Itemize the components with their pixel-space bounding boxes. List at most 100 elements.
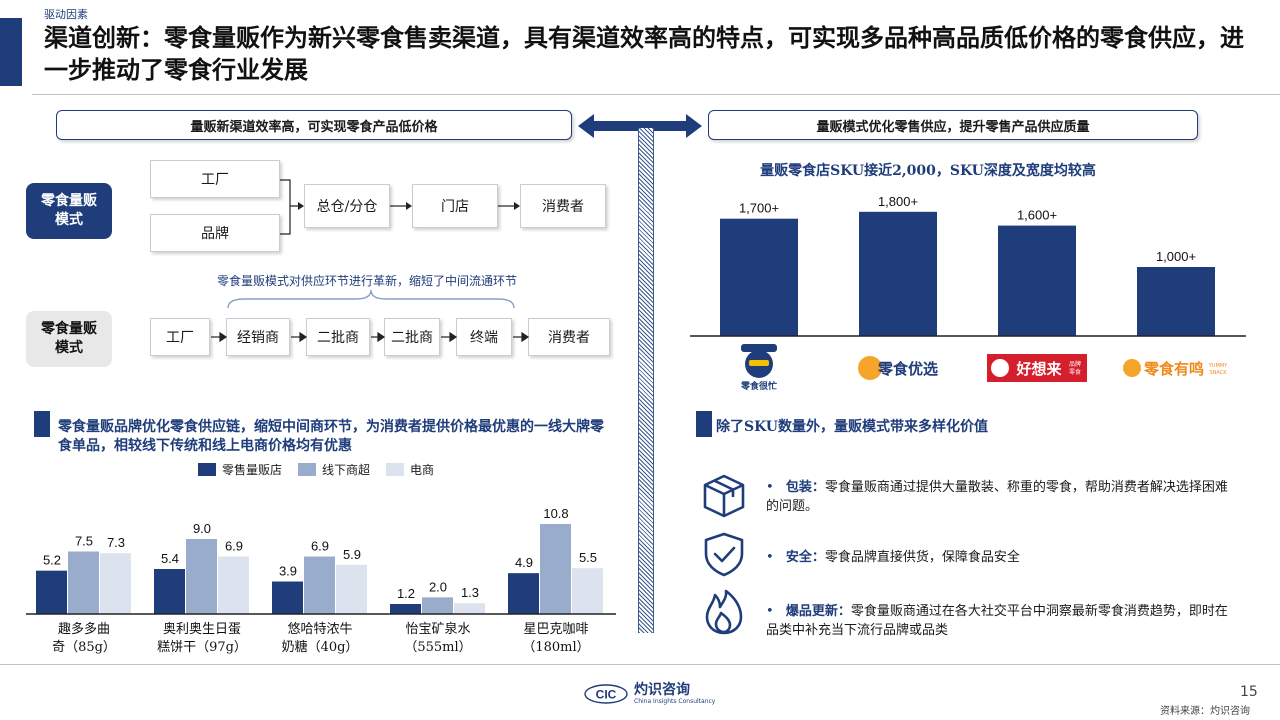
bullet: • xyxy=(766,480,774,495)
brand-logo-mascot xyxy=(858,356,882,380)
header-accent-bar xyxy=(0,18,22,86)
benefit-label: 安全： xyxy=(785,550,825,565)
brand-logo-mascot xyxy=(1123,359,1141,377)
brand-logo-name: 零食优选 xyxy=(877,360,938,378)
legend-swatch xyxy=(386,463,405,476)
double-arrow-icon xyxy=(578,114,702,138)
price-bar-label: 7.5 xyxy=(75,534,93,549)
price-category-label: 奥利奥生日蛋 xyxy=(163,622,241,637)
benefit-item: • 包装：零食量贩商通过提供大量散装、称重的零食，帮助消费者解决选择困难的问题。 xyxy=(766,478,1236,516)
page-number: 15 xyxy=(1240,684,1258,700)
trad-node-retail: 终端 xyxy=(456,318,512,356)
price-category-label: 糕饼干（97g） xyxy=(157,640,247,655)
legend-label: 线下商超 xyxy=(322,463,371,477)
price-bar-label: 3.9 xyxy=(279,564,297,579)
price-bar xyxy=(272,581,303,614)
benefit-label: 爆品更新： xyxy=(785,604,851,619)
price-bar-label: 6.9 xyxy=(225,539,243,554)
shield-check-icon xyxy=(704,532,744,577)
price-bar-label: 10.8 xyxy=(543,506,568,521)
brand-logo-name: 零食很忙 xyxy=(740,380,777,392)
benefit-text: 零食量贩商通过在各大社交平台中洞察最新零食消费趋势，即时在品类中补充当下流行品牌… xyxy=(766,604,1228,638)
sku-bar-label: 1,700+ xyxy=(739,201,779,216)
legend-label: 电商 xyxy=(410,463,435,477)
price-bar xyxy=(390,604,421,614)
legend-label: 零售量贩店 xyxy=(222,463,283,477)
price-bar xyxy=(68,551,99,614)
footer-logo-title: 灼识咨询 xyxy=(634,682,690,698)
price-bar xyxy=(454,603,485,614)
price-bar xyxy=(540,524,571,614)
right-panel-header: 量贩模式优化零售供应，提升零售产品供应质量 xyxy=(708,110,1198,140)
brand-logo-tag: 零食 xyxy=(1069,368,1081,376)
sku-bar xyxy=(998,225,1076,336)
price-category-label: 奶糖（40g） xyxy=(282,639,359,655)
price-bar xyxy=(508,573,539,614)
price-bar-label: 9.0 xyxy=(193,521,211,536)
legend-swatch xyxy=(198,463,216,476)
sku-bar-label: 1,800+ xyxy=(878,194,918,209)
flow-node-brand: 品牌 xyxy=(150,214,280,252)
price-category-label: 星巴克咖啡 xyxy=(523,622,588,637)
flow-connectors-new xyxy=(280,179,520,235)
price-category-label: 悠哈特浓牛 xyxy=(287,622,352,637)
center-divider xyxy=(638,128,654,633)
cic-logo-mark: CIC xyxy=(584,684,628,704)
footer-divider xyxy=(0,664,1280,665)
package-icon xyxy=(703,474,745,518)
sku-bar xyxy=(720,218,798,336)
bullet: • xyxy=(766,550,774,565)
price-bar xyxy=(304,556,335,614)
bullet: • xyxy=(766,604,774,619)
brand-logo-tag: 品牌 xyxy=(1069,360,1081,368)
flow-connectors-traditional xyxy=(211,331,530,343)
legend-swatch xyxy=(298,463,317,476)
price-category-label: （555ml） xyxy=(404,640,471,655)
page-title: 渠道创新：零食量贩作为新兴零食售卖渠道，具有渠道效率高的特点，可实现多品种高品质… xyxy=(44,24,1244,84)
price-bar xyxy=(154,569,185,614)
price-category-label: 奇（85g） xyxy=(52,639,116,655)
price-bar xyxy=(186,539,217,614)
price-bar-label: 4.9 xyxy=(515,555,533,570)
flow-note: 零食量贩模式对供应环节进行革新，缩短了中间流通环节 xyxy=(216,274,517,288)
brand-logo-name: 好想来 xyxy=(1015,360,1062,378)
price-bar xyxy=(36,570,67,614)
chart-legend: 零售量贩店 线下商超 电商 xyxy=(198,461,434,478)
footer-logo-subtitle: China Insights Consultancy xyxy=(634,698,716,705)
benefit-label: 包装： xyxy=(785,480,825,495)
sku-chart-title: 量贩零食店SKU接近2,000，SKU深度及宽度均较高 xyxy=(760,163,1096,179)
brand-logo-tag: SNACK xyxy=(1209,370,1227,376)
trad-node-consumer: 消费者 xyxy=(528,318,610,356)
brand-logo-hat xyxy=(741,344,777,352)
brand-logo-glasses xyxy=(749,360,769,366)
price-bar-label: 2.0 xyxy=(429,579,447,594)
flow-brace xyxy=(227,289,515,309)
price-bar-label: 7.3 xyxy=(107,535,125,550)
price-section-title: 零食量贩品牌优化零食供应链，缩短中间商环节，为消费者提供价格最优惠的一线大牌零食… xyxy=(58,419,604,454)
flow-node-factory: 工厂 xyxy=(150,160,280,198)
price-bar-label: 5.2 xyxy=(43,553,61,568)
price-bar-label: 1.3 xyxy=(461,585,479,600)
benefits-section-title: 除了SKU数量外，量贩模式带来多样化价值 xyxy=(716,419,988,435)
section-tag: 驱动因素 xyxy=(44,8,88,21)
price-bar xyxy=(422,597,453,614)
model-label-text: 零食量贩模式 xyxy=(41,321,97,356)
flow-node-warehouse: 总仓/分仓 xyxy=(304,184,390,228)
price-bar-label: 1.2 xyxy=(397,586,415,601)
benefit-text: 零食品牌直接供货，保障食品安全 xyxy=(824,550,1020,565)
source-note: 资料来源：灼识咨询 xyxy=(1160,706,1250,717)
flow-node-consumer: 消费者 xyxy=(520,184,606,228)
price-bar xyxy=(218,556,249,614)
sku-bar xyxy=(1137,267,1215,336)
brand-logo-tag: YUMMY xyxy=(1208,363,1228,369)
price-bar xyxy=(572,568,603,614)
price-bar-label: 6.9 xyxy=(311,539,329,554)
price-bar-label: 5.4 xyxy=(161,551,179,566)
brand-logo-name: 零食有鸣 xyxy=(1143,360,1204,378)
model-label-text: 零食量贩模式 xyxy=(41,193,97,228)
price-bar-label: 5.9 xyxy=(343,547,361,562)
model-label-traditional: 零食量贩模式 xyxy=(26,311,112,367)
model-label-new: 零食量贩模式 xyxy=(26,183,112,239)
benefit-item: • 安全：零食品牌直接供货，保障食品安全 xyxy=(766,548,1236,567)
